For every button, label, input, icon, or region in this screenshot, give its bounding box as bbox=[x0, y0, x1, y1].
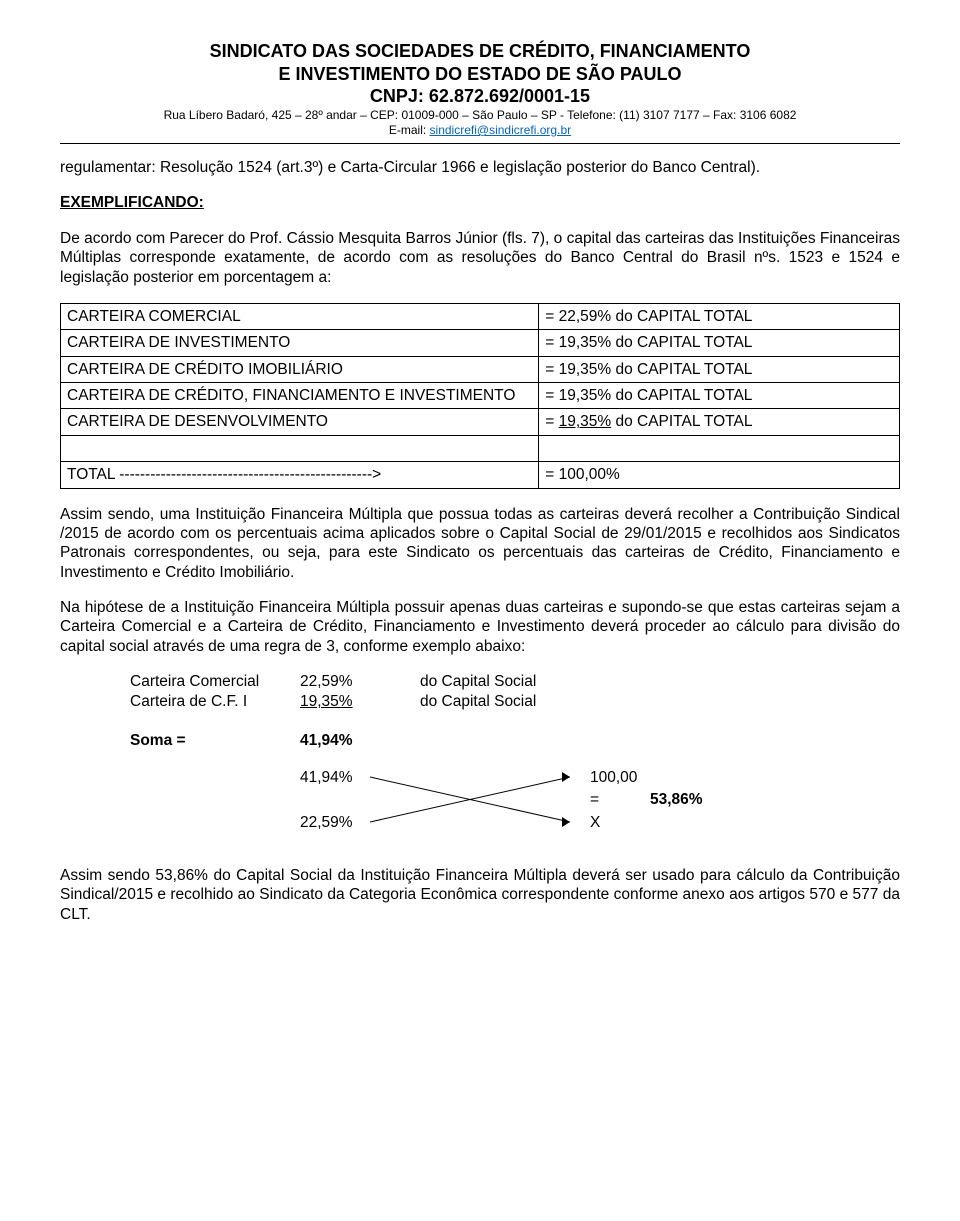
table-cell-right: = 19,35% do CAPITAL TOTAL bbox=[539, 409, 900, 435]
soma-value: 41,94% bbox=[300, 731, 420, 750]
table-cell-right: = 19,35% do CAPITAL TOTAL bbox=[539, 330, 900, 356]
example-carteira-desc: do Capital Social bbox=[420, 672, 620, 692]
table-row: CARTEIRA DE CRÉDITO IMOBILIÁRIO= 19,35% … bbox=[61, 356, 900, 382]
table-cell-right: = 19,35% do CAPITAL TOTAL bbox=[539, 383, 900, 409]
example-carteiras: Carteira Comercial 22,59% do Capital Soc… bbox=[130, 672, 900, 712]
example-row: Carteira Comercial 22,59% do Capital Soc… bbox=[130, 672, 900, 692]
example-carteira-percent: 22,59% bbox=[300, 672, 420, 692]
cross-lines-icon bbox=[370, 772, 570, 827]
table-cell-right: = 19,35% do CAPITAL TOTAL bbox=[539, 356, 900, 382]
header-email-line: E-mail: sindicrefi@sindicrefi.org.br bbox=[60, 123, 900, 137]
document-body: regulamentar: Resolução 1524 (art.3º) e … bbox=[60, 158, 900, 924]
example-row: Carteira de C.F. I 19,35% do Capital Soc… bbox=[130, 692, 900, 712]
table-cell-right: = 22,59% do CAPITAL TOTAL bbox=[539, 303, 900, 329]
table-row: CARTEIRA DE DESENVOLVIMENTO= 19,35% do C… bbox=[61, 409, 900, 435]
table-row: CARTEIRA DE CRÉDITO, FINANCIAMENTO E INV… bbox=[61, 383, 900, 409]
example-carteira-label: Carteira Comercial bbox=[130, 672, 300, 692]
table-row bbox=[61, 435, 900, 461]
header-cnpj: CNPJ: 62.872.692/0001-15 bbox=[60, 85, 900, 108]
table-cell-left: CARTEIRA DE CRÉDITO IMOBILIÁRIO bbox=[61, 356, 539, 382]
paragraph-regulamentar: regulamentar: Resolução 1524 (art.3º) e … bbox=[60, 158, 900, 177]
example-carteira-label: Carteira de C.F. I bbox=[130, 692, 300, 712]
email-link[interactable]: sindicrefi@sindicrefi.org.br bbox=[430, 123, 572, 137]
table-cell-right: = 100,00% bbox=[539, 462, 900, 488]
table-cell-left: CARTEIRA DE DESENVOLVIMENTO bbox=[61, 409, 539, 435]
table-row: CARTEIRA DE INVESTIMENTO= 19,35% do CAPI… bbox=[61, 330, 900, 356]
cross-top-right: 100,00 bbox=[590, 768, 637, 787]
table-row: TOTAL ----------------------------------… bbox=[61, 462, 900, 488]
soma-label: Soma = bbox=[130, 731, 300, 750]
heading-exemplificando: EXEMPLIFICANDO: bbox=[60, 193, 900, 212]
example-carteira-percent: 19,35% bbox=[300, 692, 420, 712]
cross-bottom-left: 22,59% bbox=[300, 813, 353, 832]
email-prefix: E-mail: bbox=[389, 123, 430, 137]
header-title-line1: SINDICATO DAS SOCIEDADES DE CRÉDITO, FIN… bbox=[60, 40, 900, 63]
document-header: SINDICATO DAS SOCIEDADES DE CRÉDITO, FIN… bbox=[60, 40, 900, 137]
table-cell-left: CARTEIRA DE CRÉDITO, FINANCIAMENTO E INV… bbox=[61, 383, 539, 409]
table-cell-right bbox=[539, 435, 900, 461]
table-cell-left: TOTAL ----------------------------------… bbox=[61, 462, 539, 488]
cross-top-left: 41,94% bbox=[300, 768, 353, 787]
table-cell-left: CARTEIRA DE INVESTIMENTO bbox=[61, 330, 539, 356]
table-cell-left bbox=[61, 435, 539, 461]
cross-equals: = bbox=[590, 790, 599, 809]
paragraph-assim-sendo-1: Assim sendo, uma Instituição Financeira … bbox=[60, 505, 900, 583]
soma-row: Soma = 41,94% bbox=[130, 731, 900, 750]
paragraph-hipotese: Na hipótese de a Instituição Financeira … bbox=[60, 598, 900, 656]
paragraph-assim-sendo-2: Assim sendo 53,86% do Capital Social da … bbox=[60, 866, 900, 924]
cross-multiplication: 41,94% 22,59% 100,00 = 53,86% X bbox=[300, 768, 900, 838]
cross-result: 53,86% bbox=[650, 790, 703, 809]
capital-table: CARTEIRA COMERCIAL= 22,59% do CAPITAL TO… bbox=[60, 303, 900, 489]
cross-bottom-right: X bbox=[590, 813, 600, 832]
paragraph-parecer: De acordo com Parecer do Prof. Cássio Me… bbox=[60, 229, 900, 287]
header-divider bbox=[60, 143, 900, 144]
header-address: Rua Líbero Badaró, 425 – 28º andar – CEP… bbox=[60, 108, 900, 124]
table-row: CARTEIRA COMERCIAL= 22,59% do CAPITAL TO… bbox=[61, 303, 900, 329]
table-cell-left: CARTEIRA COMERCIAL bbox=[61, 303, 539, 329]
header-title-line2: E INVESTIMENTO DO ESTADO DE SÃO PAULO bbox=[60, 63, 900, 86]
example-carteira-desc: do Capital Social bbox=[420, 692, 620, 712]
